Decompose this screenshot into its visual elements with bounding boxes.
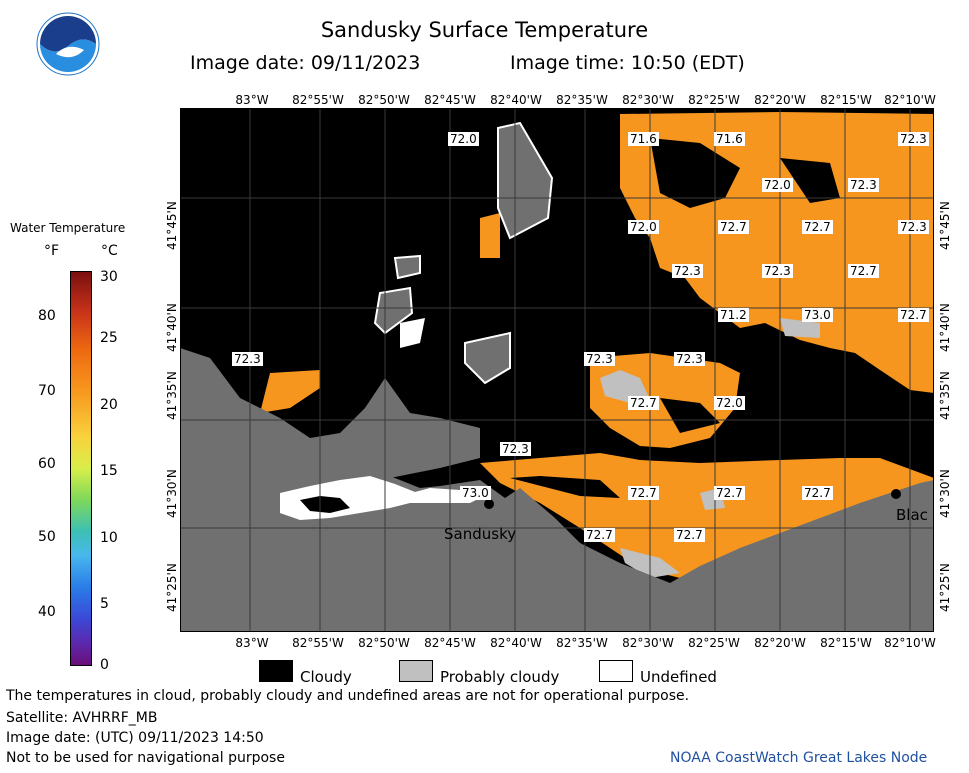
temperature-value: 72.3 [674, 352, 705, 366]
cloudy-label: Cloudy [300, 668, 352, 686]
place-label-black: Blac [896, 506, 928, 524]
longitude-label: 82°15'W [820, 636, 872, 650]
longitude-label: 82°10'W [884, 636, 936, 650]
longitude-label: 82°35'W [556, 93, 608, 107]
latitude-label: 41°25'N [165, 563, 179, 612]
temperature-value: 72.7 [802, 486, 833, 500]
temperature-value: 72.3 [584, 352, 615, 366]
temperature-value: 72.0 [448, 132, 479, 146]
celsius-tick: 10 [100, 530, 118, 546]
map-frame [180, 108, 934, 632]
temperature-value: 72.7 [718, 220, 749, 234]
probably-cloudy-swatch [399, 660, 433, 682]
longitude-label: 82°25'W [688, 636, 740, 650]
latitude-label: 41°45'N [938, 201, 952, 250]
temperature-value: 72.7 [898, 308, 929, 322]
longitude-label: 82°45'W [424, 636, 476, 650]
temperature-value: 72.3 [848, 178, 879, 192]
unit-fahrenheit: °F [44, 243, 60, 259]
fahrenheit-tick: 60 [38, 456, 56, 472]
navigation-warning: Not to be used for navigational purpose [6, 750, 285, 766]
celsius-tick: 0 [100, 657, 109, 673]
temperature-value: 72.7 [714, 486, 745, 500]
latitude-label: 41°35'N [165, 371, 179, 420]
temperature-value: 72.7 [674, 528, 705, 542]
temperature-value: 72.3 [500, 442, 531, 456]
longitude-label: 83°W [235, 636, 269, 650]
utc-date-text: Image date: (UTC) 09/11/2023 14:50 [6, 730, 264, 746]
temperature-value: 72.7 [802, 220, 833, 234]
longitude-label: 82°50'W [358, 93, 410, 107]
legend-title: Water Temperature [10, 221, 126, 235]
temperature-value: 72.3 [898, 220, 929, 234]
temperature-value: 72.7 [628, 486, 659, 500]
longitude-label: 82°40'W [490, 636, 542, 650]
temperature-value: 72.0 [714, 396, 745, 410]
temperature-value: 72.3 [672, 264, 703, 278]
longitude-label: 82°50'W [358, 636, 410, 650]
cloudy-swatch [259, 660, 293, 682]
temperature-value: 72.3 [762, 264, 793, 278]
probably-cloudy-label: Probably cloudy [440, 668, 560, 686]
image-time: Image time: 10:50 (EDT) [510, 52, 745, 74]
unit-celsius: °C [101, 243, 118, 259]
latitude-label: 41°40'N [938, 303, 952, 352]
undefined-swatch [599, 660, 633, 682]
longitude-label: 82°55'W [292, 636, 344, 650]
longitude-label: 82°35'W [556, 636, 608, 650]
temperature-value: 72.0 [762, 178, 793, 192]
temperature-value: 71.6 [714, 132, 745, 146]
longitude-label: 82°10'W [884, 93, 936, 107]
celsius-tick: 5 [100, 596, 109, 612]
temperature-value: 72.3 [898, 132, 929, 146]
celsius-tick: 20 [100, 397, 118, 413]
latitude-label: 41°35'N [938, 371, 952, 420]
undefined-label: Undefined [640, 668, 717, 686]
map-panel: 72.0 71.6 71.6 72.3 72.0 72.3 72.0 72.7 72.7 72.3… [180, 108, 934, 632]
longitude-label: 82°55'W [292, 93, 344, 107]
fahrenheit-tick: 50 [38, 529, 56, 545]
latitude-label: 41°30'N [938, 469, 952, 518]
longitude-label: 82°20'W [754, 93, 806, 107]
disclaimer-text: The temperatures in cloud, probably clou… [6, 688, 690, 704]
place-label-sandusky: Sandusky [444, 525, 517, 543]
longitude-label: 82°20'W [754, 636, 806, 650]
fahrenheit-tick: 70 [38, 383, 56, 399]
temperature-value: 72.7 [584, 528, 615, 542]
longitude-label: 83°W [235, 93, 269, 107]
longitude-label: 82°30'W [622, 93, 674, 107]
temperature-value: 72.0 [628, 220, 659, 234]
latitude-label: 41°40'N [165, 303, 179, 352]
fahrenheit-tick: 80 [38, 308, 56, 324]
longitude-label: 82°30'W [622, 636, 674, 650]
longitude-label: 82°15'W [820, 93, 872, 107]
latitude-label: 41°25'N [938, 563, 952, 612]
sandusky-marker [484, 499, 494, 509]
latitude-label: 41°30'N [165, 469, 179, 518]
celsius-tick: 15 [100, 463, 118, 479]
longitude-label: 82°45'W [424, 93, 476, 107]
black-marker [891, 489, 901, 499]
celsius-tick: 30 [100, 269, 118, 285]
temperature-value: 72.7 [848, 264, 879, 278]
image-date: Image date: 09/11/2023 [190, 52, 421, 74]
temperature-value: 72.3 [232, 352, 263, 366]
temperature-value: 71.6 [628, 132, 659, 146]
fahrenheit-tick: 40 [38, 604, 56, 620]
temperature-value: 72.7 [628, 396, 659, 410]
noaa-logo [36, 12, 100, 76]
node-credit: NOAA CoastWatch Great Lakes Node [670, 750, 928, 766]
temperature-value: 71.2 [718, 308, 749, 322]
temperature-value: 73.0 [802, 308, 833, 322]
celsius-tick: 25 [100, 330, 118, 346]
surface-temperature-map [180, 108, 934, 632]
page-title: Sandusky Surface Temperature [320, 18, 649, 42]
temperature-value: 73.0 [460, 486, 491, 500]
longitude-label: 82°40'W [490, 93, 542, 107]
longitude-label: 82°25'W [688, 93, 740, 107]
color-bar [70, 271, 92, 666]
satellite-text: Satellite: AVHRRF_MB [6, 710, 158, 726]
latitude-label: 41°45'N [165, 201, 179, 250]
